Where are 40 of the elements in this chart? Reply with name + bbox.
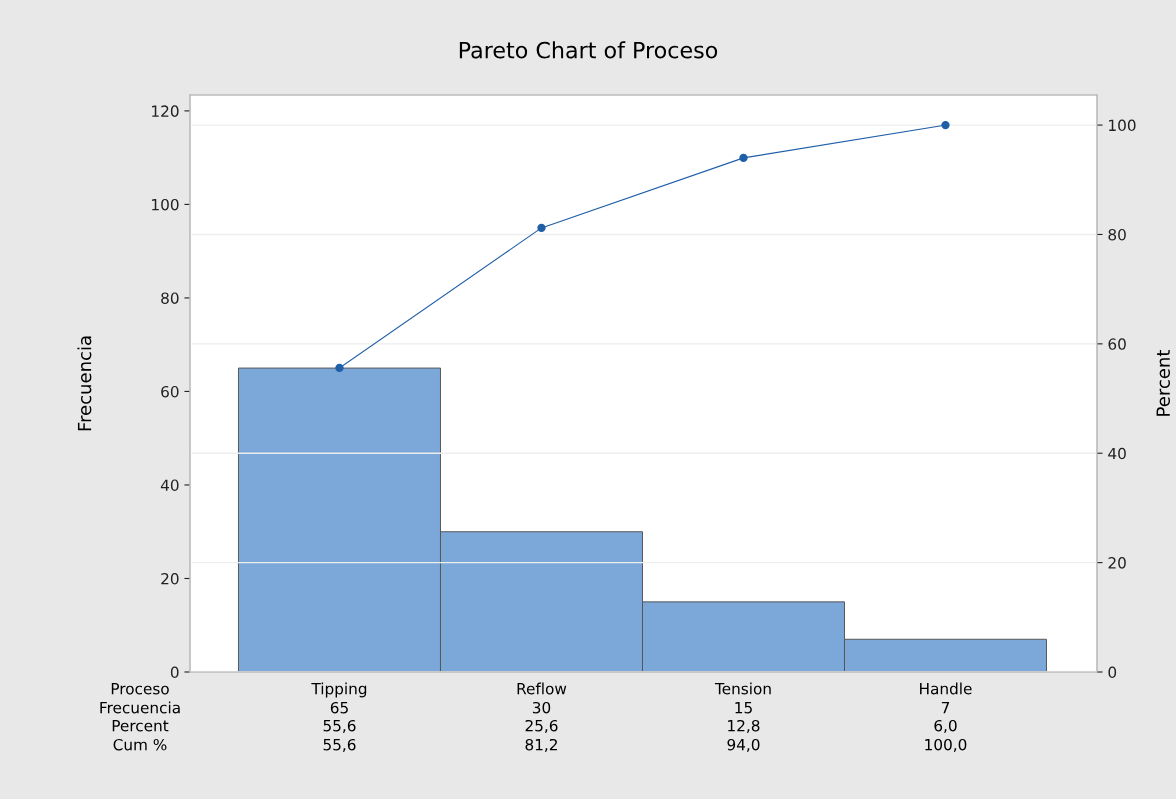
data-label: 7 xyxy=(941,702,950,714)
x-axis-title: Proceso xyxy=(111,683,169,695)
text: Frecuencia xyxy=(100,701,180,714)
y-tick-label: 80 xyxy=(161,292,179,304)
x-tick-label: Reflow xyxy=(517,682,567,695)
x-tick-label: Tipping xyxy=(311,682,367,698)
x-tick-label: Tension xyxy=(714,682,771,695)
text: 6,0 xyxy=(934,719,957,733)
text: Cum % xyxy=(113,738,167,751)
data-label: 15 xyxy=(735,702,752,714)
y-tick-label: 20 xyxy=(161,572,179,585)
y-tick-label: 120 xyxy=(152,105,179,117)
text: 25,6 xyxy=(525,719,558,733)
y2-tick-label: 60 xyxy=(1108,338,1126,350)
y-tick-label: 40 xyxy=(160,479,179,491)
y2-tick-label: 80 xyxy=(1108,228,1126,241)
y-tick-label: 0 xyxy=(170,666,179,679)
y2-tick-label: 20 xyxy=(1108,557,1126,569)
text: 12,8 xyxy=(728,719,760,733)
point xyxy=(335,363,344,373)
y2-tick-label: 100 xyxy=(1109,119,1136,132)
y2-tick-label: 0 xyxy=(1108,666,1117,679)
data-label: 55,6 xyxy=(323,738,356,752)
y2-tick-label: 40 xyxy=(1108,447,1126,460)
data-label: 30 xyxy=(532,701,551,714)
text: 55,6 xyxy=(323,719,356,733)
text: Percent xyxy=(112,720,169,732)
y2-axis-title: Percent xyxy=(1156,349,1170,416)
x-tick-label: Handle xyxy=(920,682,972,695)
y-tick-label: 100 xyxy=(152,198,179,211)
point xyxy=(739,153,748,163)
data-label: 100,0 xyxy=(925,738,967,752)
y-axis-title: Frecuencia xyxy=(77,336,92,431)
chart-title: Pareto Chart of Proceso xyxy=(459,41,718,59)
data-label: 81,2 xyxy=(525,738,557,752)
point xyxy=(537,223,546,233)
point xyxy=(941,120,950,130)
y-tick-label: 60 xyxy=(161,385,179,398)
data-label: 94,0 xyxy=(727,738,760,752)
data-label: 65 xyxy=(330,701,348,714)
